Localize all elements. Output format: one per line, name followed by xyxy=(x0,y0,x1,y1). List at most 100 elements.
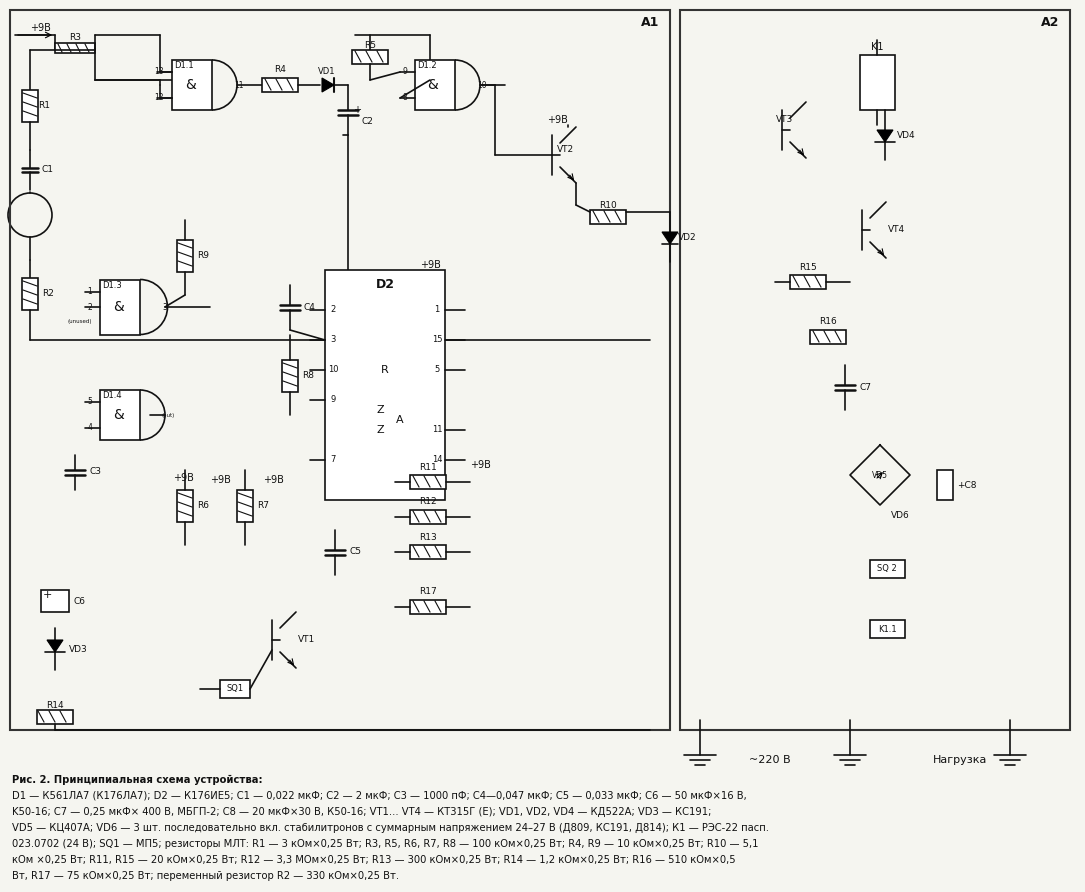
Text: 14: 14 xyxy=(432,456,443,465)
Text: +9В: +9В xyxy=(547,115,567,125)
Text: C4: C4 xyxy=(304,302,316,311)
Text: C1: C1 xyxy=(42,166,54,175)
Text: VT2: VT2 xyxy=(557,145,574,154)
Text: +: + xyxy=(42,590,52,600)
Text: Рис. 2. Принципиальная схема устройства:: Рис. 2. Принципиальная схема устройства: xyxy=(12,775,263,785)
Bar xyxy=(237,490,253,522)
Text: +9В: +9В xyxy=(173,473,194,483)
Text: VD2: VD2 xyxy=(678,233,697,242)
Text: R16: R16 xyxy=(819,318,837,326)
Text: 10: 10 xyxy=(477,80,487,89)
Text: R4: R4 xyxy=(275,65,286,75)
Text: Z: Z xyxy=(376,405,384,415)
Text: Z: Z xyxy=(376,425,384,435)
Bar xyxy=(173,60,212,110)
Bar xyxy=(100,390,140,440)
Bar xyxy=(41,590,69,612)
Text: R17: R17 xyxy=(419,588,437,597)
Bar xyxy=(352,50,388,64)
Bar xyxy=(410,545,446,559)
Text: 13: 13 xyxy=(154,68,164,77)
Text: R1: R1 xyxy=(38,102,50,111)
Text: R: R xyxy=(381,365,388,375)
Text: SQ1: SQ1 xyxy=(227,684,243,693)
Text: 1: 1 xyxy=(87,287,92,296)
Bar xyxy=(590,210,626,224)
Text: R15: R15 xyxy=(800,262,817,271)
Text: 7: 7 xyxy=(330,456,335,465)
Text: SQ 2: SQ 2 xyxy=(877,565,897,574)
Text: VD4: VD4 xyxy=(897,130,916,139)
Bar xyxy=(22,90,38,122)
Text: 2: 2 xyxy=(330,305,335,315)
Text: VD1: VD1 xyxy=(318,68,335,77)
Text: 2: 2 xyxy=(87,302,92,311)
Text: R9: R9 xyxy=(197,252,209,260)
Text: 4: 4 xyxy=(87,424,92,433)
Text: D1.3: D1.3 xyxy=(102,280,122,290)
Bar xyxy=(410,510,446,524)
Text: Вт, R17 — 75 кОм×0,25 Вт; переменный резистор R2 — 330 кОм×0,25 Вт.: Вт, R17 — 75 кОм×0,25 Вт; переменный рез… xyxy=(12,871,399,881)
Bar xyxy=(410,475,446,489)
Text: 9: 9 xyxy=(330,395,335,404)
Text: C7: C7 xyxy=(859,383,871,392)
Text: 15: 15 xyxy=(432,335,443,344)
Text: 1: 1 xyxy=(434,305,439,315)
Text: 5: 5 xyxy=(434,366,439,375)
Bar xyxy=(414,60,455,110)
Bar xyxy=(220,680,250,698)
Text: A2: A2 xyxy=(1041,15,1059,29)
Text: (unused): (unused) xyxy=(67,319,92,325)
Bar xyxy=(410,600,446,614)
Text: +C8: +C8 xyxy=(957,481,976,490)
Text: &: & xyxy=(184,78,195,92)
Text: R14: R14 xyxy=(47,701,64,711)
Text: K1.1: K1.1 xyxy=(878,624,896,633)
Text: R3: R3 xyxy=(69,34,81,43)
Text: 12: 12 xyxy=(154,94,164,103)
Text: &: & xyxy=(427,78,438,92)
Text: +9В: +9В xyxy=(263,475,283,485)
Bar xyxy=(326,270,445,500)
Text: R12: R12 xyxy=(419,498,437,507)
Text: 8: 8 xyxy=(403,94,407,103)
Bar xyxy=(860,55,895,110)
Text: &: & xyxy=(113,408,124,422)
Text: VT3: VT3 xyxy=(777,115,793,125)
Text: +9В: +9В xyxy=(209,475,230,485)
Text: 11: 11 xyxy=(432,425,443,434)
Text: VD6: VD6 xyxy=(891,510,909,519)
Text: +9В: +9В xyxy=(29,23,50,33)
Text: C6: C6 xyxy=(73,597,85,606)
Text: R5: R5 xyxy=(363,42,376,51)
Bar xyxy=(790,275,826,289)
Text: ~220 В: ~220 В xyxy=(749,755,791,765)
Text: R2: R2 xyxy=(42,290,54,299)
Bar xyxy=(680,10,1070,730)
Bar xyxy=(55,43,95,53)
Text: 023.0702 (24 В); SQ1 — МП5; резисторы МЛТ: R1 — 3 кОм×0,25 Вт; R3, R5, R6, R7, R: 023.0702 (24 В); SQ1 — МП5; резисторы МЛ… xyxy=(12,839,758,849)
Text: K1: K1 xyxy=(871,42,883,52)
Polygon shape xyxy=(877,130,893,142)
Text: VD5 — КЦ407А; VD6 — 3 шт. последовательно вкл. стабилитронов с суммарным напряже: VD5 — КЦ407А; VD6 — 3 шт. последовательн… xyxy=(12,823,769,833)
Text: (out): (out) xyxy=(162,412,176,417)
Text: C3: C3 xyxy=(89,467,101,476)
Text: 5: 5 xyxy=(87,398,92,407)
Polygon shape xyxy=(322,78,334,92)
Bar xyxy=(870,560,905,578)
Text: +9В: +9В xyxy=(420,260,441,270)
Text: 3: 3 xyxy=(330,335,335,344)
Text: +9В: +9В xyxy=(470,460,490,470)
Text: D1 — К561ЛА7 (К176ЛА7); D2 — К176ИЕ5; C1 — 0,022 мкФ; C2 — 2 мкФ; C3 — 1000 пФ; : D1 — К561ЛА7 (К176ЛА7); D2 — К176ИЕ5; C1… xyxy=(12,791,746,801)
Text: D1.4: D1.4 xyxy=(102,391,122,400)
Text: R6: R6 xyxy=(197,501,209,510)
Text: 11: 11 xyxy=(234,80,243,89)
Text: R7: R7 xyxy=(257,501,269,510)
Text: VD3: VD3 xyxy=(69,646,88,655)
Text: &: & xyxy=(113,300,124,314)
Bar xyxy=(810,330,846,344)
Text: VT1: VT1 xyxy=(298,635,316,645)
Bar xyxy=(282,360,298,392)
Polygon shape xyxy=(47,640,63,652)
Text: R10: R10 xyxy=(599,201,617,210)
